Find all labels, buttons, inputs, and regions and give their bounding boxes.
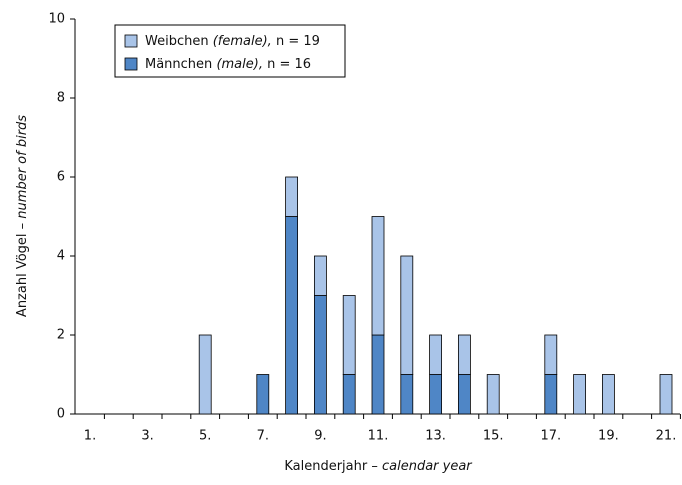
x-tick-label: 3. [141,429,153,444]
x-tick-label: 13. [425,429,446,444]
y-tick-label: 10 [48,12,65,27]
bar-segment [429,374,443,415]
bar-segment [602,374,615,415]
legend-translation: (male), [216,57,263,72]
bar-segment [400,374,414,415]
x-tick-label: 19. [598,429,619,444]
y-tick-label: 2 [57,328,65,343]
bar-segment [659,374,673,415]
bar-segment [313,255,327,296]
legend-swatch [124,34,138,48]
bar-segment [285,216,299,415]
legend-n: n = 16 [267,57,311,72]
bar-segment [400,255,414,375]
bar-segment [198,334,212,415]
legend [114,24,346,78]
x-tick-label: 5. [199,429,211,444]
x-tick-label: 9. [314,429,326,444]
bar-segment [342,295,356,375]
x-tick-label: 1. [84,429,96,444]
x-tick-label: 15. [483,429,504,444]
bar-segment [342,374,356,415]
bar-segment [285,176,299,217]
bar-segment [544,334,558,375]
legend-name: Weibchen [145,34,209,49]
x-tick-label: 7. [257,429,269,444]
y-tick-label: 0 [57,407,65,422]
y-tick-label: 8 [57,91,65,106]
legend-label: Weibchen (female), n = 19 [145,34,320,49]
bar-segment [544,374,558,415]
y-axis-title: Anzahl Vögel – number of birds [15,115,30,317]
legend-n: n = 19 [276,34,320,49]
x-tick-label: 17. [540,429,561,444]
legend-translation: (female), [213,34,272,49]
y-tick-label: 4 [57,249,65,264]
bar-segment [429,334,443,375]
legend-name: Männchen [145,57,212,72]
y-tick-label: 6 [57,170,65,185]
bar-segment [573,374,586,415]
x-axis-title: Kalenderjahr – calendar year [284,459,473,474]
bar-segment [371,334,385,415]
bar-segment [457,334,471,375]
x-tick-label: 11. [368,429,389,444]
legend-swatch [124,57,138,71]
bar-segment [486,374,500,415]
legend-label: Männchen (male), n = 16 [145,57,311,72]
bar-segment [371,216,385,336]
bar-segment [256,374,270,415]
bar-segment [457,374,471,415]
x-tick-label: 21. [656,429,677,444]
bar-segment [313,295,327,415]
